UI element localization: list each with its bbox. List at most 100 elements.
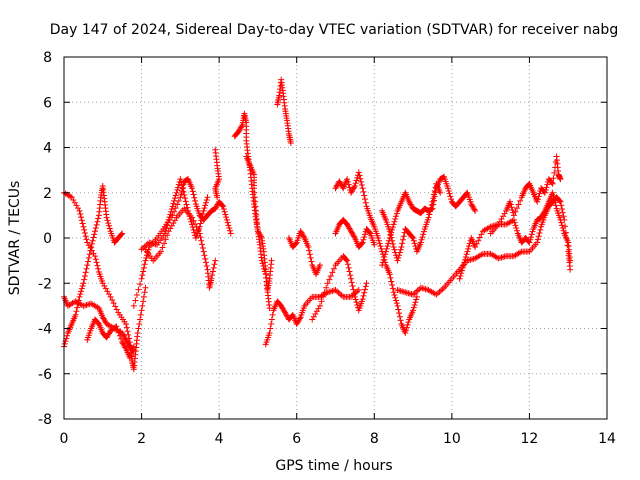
data-point [161, 240, 168, 247]
data-point [534, 198, 541, 205]
data-point [387, 274, 394, 281]
series-track-1 [61, 189, 149, 373]
data-point [390, 244, 397, 251]
data-point [308, 258, 315, 265]
data-point [167, 211, 174, 218]
data-point [390, 289, 397, 296]
data-point [105, 222, 112, 229]
data-point [310, 313, 317, 320]
data-point [512, 208, 519, 215]
data-point [556, 197, 563, 204]
data-point [338, 292, 345, 299]
data-point [560, 227, 567, 234]
data-point [84, 262, 91, 269]
data-point [390, 221, 397, 228]
data-point [351, 290, 358, 297]
data-point [351, 233, 358, 240]
data-point [118, 231, 125, 238]
data-point [393, 210, 400, 217]
data-point [431, 191, 438, 198]
data-point [138, 307, 145, 314]
data-point [345, 181, 352, 188]
data-point [344, 261, 351, 268]
data-point [203, 196, 210, 203]
data-point [170, 220, 177, 227]
data-point [105, 220, 112, 227]
data-point [508, 204, 515, 211]
data-point [188, 185, 195, 192]
data-point [74, 205, 81, 212]
data-point [112, 303, 119, 310]
data-point [164, 232, 171, 239]
data-point [92, 253, 99, 260]
data-point [332, 287, 339, 294]
data-point [511, 219, 518, 226]
data-point [475, 237, 482, 244]
data-point [139, 302, 146, 309]
data-point [268, 316, 275, 323]
data-point [192, 220, 199, 227]
data-point [88, 240, 95, 247]
y-tick-label: 6 [43, 95, 52, 111]
data-point [202, 259, 209, 266]
data-point [70, 196, 77, 203]
data-point [549, 180, 556, 187]
data-point [266, 330, 273, 337]
data-point [140, 293, 147, 300]
data-point [567, 266, 574, 273]
series-track-5 [130, 176, 234, 309]
data-point [410, 237, 417, 244]
data-point [382, 251, 389, 258]
data-point [548, 179, 555, 186]
data-point [557, 198, 564, 205]
data-point [396, 249, 403, 256]
data-point [177, 176, 184, 183]
data-point [412, 299, 419, 306]
data-point [346, 268, 353, 275]
data-point [384, 243, 391, 250]
data-point [515, 201, 522, 208]
data-point [220, 206, 227, 213]
data-point [191, 229, 198, 236]
data-point [527, 234, 534, 241]
series-track-14 [309, 253, 370, 323]
data-point [204, 194, 211, 201]
data-point [312, 311, 319, 318]
data-point [535, 233, 542, 240]
data-point [318, 298, 325, 305]
data-point [116, 332, 123, 339]
data-point [404, 321, 411, 328]
data-point [132, 297, 139, 304]
data-point [73, 308, 80, 315]
data-point [429, 198, 436, 205]
series-track-16 [332, 169, 420, 337]
data-point [510, 212, 517, 219]
data-point [437, 189, 444, 196]
data-point [134, 330, 141, 337]
data-point [90, 250, 97, 257]
data-point [104, 288, 111, 295]
series-track-17 [379, 173, 479, 269]
data-point [387, 231, 394, 238]
data-point [360, 292, 367, 299]
data-point [361, 234, 368, 241]
data-point [93, 259, 100, 266]
data-point [159, 244, 166, 251]
data-point [130, 302, 137, 309]
data-point [78, 285, 85, 292]
data-point [353, 177, 360, 184]
data-point [165, 216, 172, 223]
data-point [379, 262, 386, 269]
data-point [157, 248, 164, 255]
data-point [143, 254, 150, 261]
data-point [351, 184, 358, 191]
data-point [105, 291, 112, 298]
data-point [359, 185, 366, 192]
data-point [259, 260, 266, 267]
data-point [168, 222, 175, 229]
data-point [428, 201, 435, 208]
data-point [199, 241, 206, 248]
data-point [107, 293, 114, 300]
data-point [551, 169, 558, 176]
data-point [72, 311, 79, 318]
